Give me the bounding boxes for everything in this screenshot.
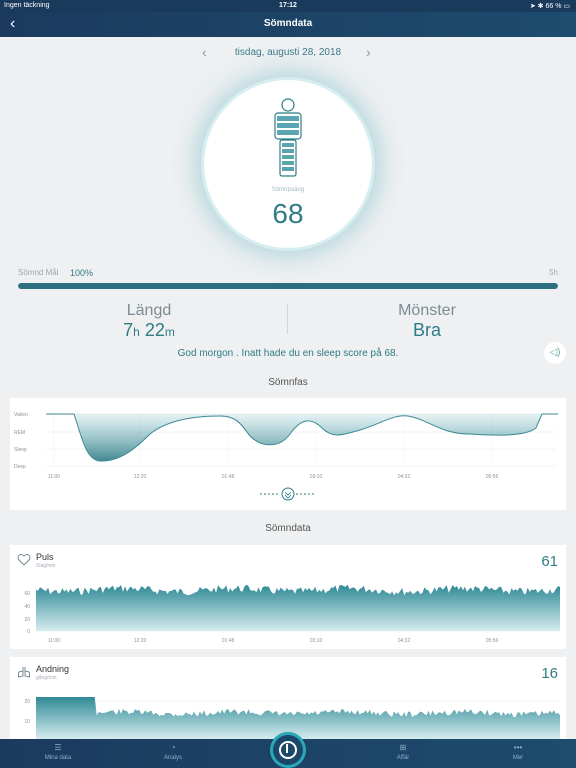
sleep-data-title: Sömndata	[265, 523, 311, 534]
pattern-label: Mönster	[398, 302, 456, 319]
power-icon	[279, 741, 297, 759]
pulse-y-tick: 60	[24, 591, 30, 597]
list-icon: ☰	[54, 743, 62, 752]
phase-level-label: REM	[14, 430, 25, 436]
goal-percent: 100%	[70, 268, 94, 278]
heart-icon	[17, 554, 31, 566]
pulse-value: 61	[541, 553, 558, 570]
length-minutes-unit: m	[164, 325, 175, 339]
clock: 17:12	[279, 2, 297, 9]
pulse-time-label: 03:10	[310, 638, 323, 644]
carrier-label: Ingen täckning	[4, 2, 50, 9]
tab-label: Mer	[512, 755, 524, 761]
cart-icon: ⊞	[399, 743, 407, 752]
breathing-y-tick: 20	[24, 699, 30, 705]
pulse-time-label: 12:20	[134, 638, 147, 644]
pulse-time-label: 04:32	[398, 638, 411, 644]
score-label: Sömnpoäng	[271, 187, 305, 193]
tab-label: Affär	[396, 755, 410, 761]
back-button[interactable]: ‹	[10, 15, 16, 32]
phase-time-label: 05:56	[486, 474, 499, 480]
navigation-bar: ‹ Sömndata	[0, 12, 576, 37]
breathing-area	[36, 697, 560, 739]
stat-divider	[287, 304, 288, 334]
chevron-down-glyph	[284, 491, 292, 499]
battery-indicator: ➤ ✱ 66 % ▭	[529, 3, 570, 10]
sleep-score-circle[interactable]: Sömnpoäng 68	[204, 80, 372, 248]
sleep-phase-area	[46, 414, 558, 462]
tab-affar[interactable]: ⊞ Affär	[373, 739, 433, 768]
pattern-stat: Mönster Bra	[283, 302, 571, 341]
date-selector: ‹ tisdag, augusti 28, 2018 ›	[0, 44, 576, 64]
sleep-sensor-button[interactable]	[270, 732, 306, 768]
tab-analys[interactable]: ◔ Analys	[143, 739, 203, 768]
sleep-phase-line	[46, 413, 558, 462]
lungs-icon	[18, 667, 30, 678]
breathing-subtitle: gång/min	[36, 675, 57, 681]
length-hours: 7	[123, 320, 134, 340]
goal-progress-bar	[18, 283, 558, 289]
body-figure-icon	[274, 98, 302, 177]
previous-day-button[interactable]: ‹	[202, 44, 207, 60]
goal-end-label: 5h	[549, 268, 558, 277]
speaker-button[interactable]: ◁)	[544, 342, 566, 364]
length-value: 7h 22m	[5, 320, 293, 341]
pulse-chart: 60 40 20 0 11:00 12:20 01:48 03:10 04:32 05:56	[24, 584, 560, 644]
status-bar: Ingen täckning 17:12 ➤ ✱ 66 % ▭	[0, 0, 576, 12]
pulse-y-tick: 20	[24, 617, 30, 623]
goal-label: Sömnd Mål	[18, 268, 59, 277]
tab-mer[interactable]: ••• Mer	[488, 739, 548, 768]
tab-label: Mina data	[44, 755, 72, 761]
page-title: Sömndata	[263, 18, 313, 29]
length-minutes: 22	[144, 320, 165, 340]
speaker-icon: ◁)	[549, 347, 561, 358]
length-hours-unit: h	[133, 325, 140, 339]
pulse-area	[36, 584, 560, 631]
goal-progress-fill	[18, 283, 558, 289]
phase-level-label: Deep	[14, 464, 26, 470]
pulse-title: Puls	[36, 552, 54, 562]
sleep-phase-title: Sömnfas	[268, 377, 308, 388]
chart-icon: ◔	[170, 743, 176, 752]
expand-chart-button[interactable]	[260, 487, 316, 501]
pattern-value: Bra	[412, 320, 441, 340]
phase-level-label: Sleep	[14, 447, 27, 453]
greeting-message: God morgon . Inatt hade du en sleep scor…	[177, 348, 399, 359]
breathing-title: Andning	[36, 664, 70, 674]
chevron-down-icon	[281, 487, 295, 501]
pulse-time-label: 11:00	[48, 638, 60, 644]
pulse-y-tick: 40	[24, 604, 30, 610]
breathing-y-tick: 10	[24, 719, 30, 725]
sleep-phase-card: Vaken REM Sleep Deep 11:00 12:20 01:48 03:10 04:…	[10, 398, 566, 510]
sleep-phase-chart: Vaken REM Sleep Deep 11:00 12:20 01:48 03:10 04:…	[14, 412, 558, 501]
pulse-y-tick: 0	[27, 629, 30, 635]
phase-time-label: 11:00	[48, 474, 60, 480]
pulse-time-label: 01:48	[222, 638, 235, 644]
more-icon: •••	[513, 743, 523, 752]
score-value: 68	[272, 198, 304, 229]
phase-time-label: 12:20	[134, 474, 147, 480]
breathing-card[interactable]: Andning gång/min 16 20 10	[10, 657, 566, 739]
tab-label: Analys	[163, 755, 182, 761]
date-label: tisdag, augusti 28, 2018	[234, 47, 342, 58]
pulse-subtitle: Slag/min	[36, 563, 56, 569]
length-label: Längd	[126, 302, 172, 319]
phase-time-label: 04:32	[398, 474, 411, 480]
phase-time-label: 01:48	[222, 474, 235, 480]
phase-time-label: 03:10	[310, 474, 323, 480]
next-day-button[interactable]: ›	[366, 44, 371, 60]
tab-mina-data[interactable]: ☰ Mina data	[28, 739, 88, 768]
pulse-time-label: 05:56	[486, 638, 499, 644]
phase-level-label: Vaken	[14, 412, 28, 418]
pulse-card[interactable]: Puls Slag/min 61 60 40 20 0 11:00 12:20 01:48 0…	[10, 545, 566, 649]
length-stat: Längd 7h 22m	[5, 302, 293, 341]
battery-label: 66 %	[545, 3, 562, 10]
breathing-value: 16	[541, 665, 558, 682]
